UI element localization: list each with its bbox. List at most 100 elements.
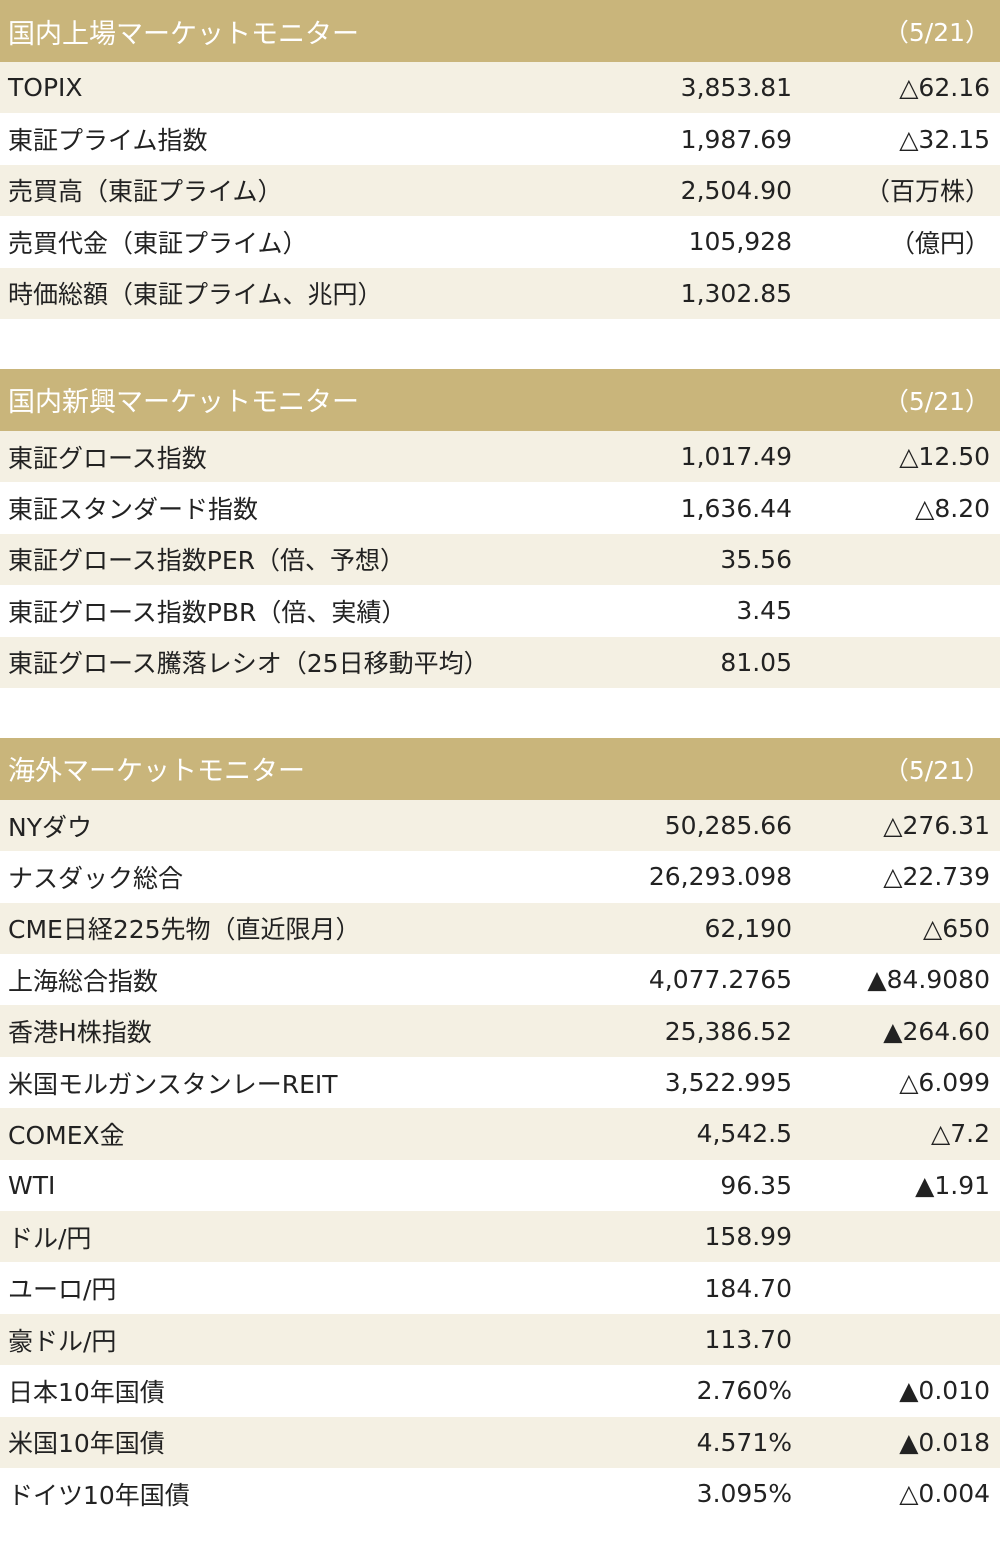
section-title: 国内新興マーケットモニター [8,387,359,419]
row-change: ▲264.60 [883,1016,990,1046]
row-label: 上海総合指数 [8,966,159,996]
section-rows: 東証グロース指数 1,017.49 △12.50 東証スタンダード指数 1,636.44… [0,430,1000,688]
table-row: 売買高（東証プライム） 2,504.90 （百万株） [0,164,1000,217]
row-value: 105,928 [688,227,792,257]
table-row: 香港H株指数 25,386.52 ▲264.60 [0,1005,1000,1057]
row-change: △8.20 [915,493,990,523]
table-row: 東証プライム指数 1,987.69 △32.15 [0,113,1000,164]
row-value: 1,987.69 [680,124,792,154]
row-value: 35.56 [720,544,792,574]
row-value: 25,386.52 [664,1016,792,1046]
row-label: 時価総額（東証プライム、兆円） [8,280,383,310]
section-title: 国内上場マーケットモニター [8,18,359,50]
row-value: 4,077.2765 [648,965,792,995]
row-label: 日本10年国債 [8,1377,165,1407]
row-label: TOPIX [8,73,83,103]
row-value: 50,285.66 [664,811,792,841]
row-label: ユーロ/円 [8,1275,117,1305]
row-change: ▲0.010 [899,1376,990,1406]
row-value: 184.70 [704,1273,792,1303]
row-change: （百万株） [864,177,990,207]
row-change: △6.099 [899,1068,990,1098]
row-change: △32.15 [899,124,990,154]
section-header: 国内上場マーケットモニター （5/21） [0,0,1000,62]
row-label: CME日経225先物（直近限月） [8,915,361,945]
section-header: 海外マーケットモニター （5/21） [0,737,1000,800]
row-label: 東証プライム指数 [8,126,208,156]
table-row: 東証スタンダード指数 1,636.44 △8.20 [0,482,1000,533]
row-change: △12.50 [899,442,990,472]
table-row: 上海総合指数 4,077.2765 ▲84.9080 [0,954,1000,1005]
row-label: 東証スタンダード指数 [8,495,259,525]
table-row: ナスダック総合 26,293.098 △22.739 [0,851,1000,902]
section-header: 国内新興マーケットモニター （5/21） [0,368,1000,431]
row-label: 売買高（東証プライム） [8,177,283,207]
row-change: △276.31 [883,811,990,841]
row-change: △7.2 [931,1119,990,1149]
table-row: 東証グロース指数PBR（倍、実績） 3.45 [0,585,1000,636]
section: 海外マーケットモニター （5/21） NYダウ 50,285.66 △276.31 ナスダ… [0,737,1000,1519]
row-value: 158.99 [704,1222,792,1252]
row-value: 113.70 [704,1325,792,1354]
section: 国内上場マーケットモニター （5/21） TOPIX 3,853.81 △62.16 東証… [0,0,1000,319]
row-value: 3,853.81 [680,73,792,103]
section-rows: TOPIX 3,853.81 △62.16 東証プライム指数 1,987.69 △32.1… [0,62,1000,319]
table-row: WTI 96.35 ▲1.91 [0,1160,1000,1211]
table-row: 日本10年国債 2.760% ▲0.010 [0,1365,1000,1416]
row-label: 米国10年国債 [8,1429,165,1459]
row-value: 4,542.5 [696,1119,792,1149]
row-label: 香港H株指数 [8,1018,152,1048]
row-label: COMEX金 [8,1120,125,1150]
section-title: 海外マーケットモニター [8,756,305,788]
table-row: 東証グロース指数 1,017.49 △12.50 [0,430,1000,483]
row-label: NYダウ [8,812,92,842]
row-value: 1,636.44 [680,493,792,523]
row-value: 3.095% [696,1479,792,1509]
section-rows: NYダウ 50,285.66 △276.31 ナスダック総合 26,293.098 △22… [0,799,1000,1519]
row-label: ナスダック総合 [8,863,184,893]
row-value: 4.571% [696,1427,792,1457]
row-change: △650 [923,913,990,943]
table-row: ドル/円 158.99 [0,1211,1000,1263]
row-value: 2,504.90 [680,175,792,205]
row-value: 96.35 [720,1170,792,1200]
table-row: 時価総額（東証プライム、兆円） 1,302.85 [0,267,1000,319]
table-row: COMEX金 4,542.5 △7.2 [0,1108,1000,1160]
row-label: 東証グロース騰落レシオ（25日移動平均） [8,649,489,679]
row-change: ▲84.9080 [867,965,990,995]
table-row: ユーロ/円 184.70 [0,1262,1000,1313]
row-label: ドイツ10年国債 [8,1480,190,1510]
row-label: 豪ドル/円 [8,1326,117,1356]
row-value: 26,293.098 [648,862,792,892]
row-value: 81.05 [720,647,792,677]
table-row: 東証グロース騰落レシオ（25日移動平均） 81.05 [0,636,1000,688]
table-row: CME日経225先物（直近限月） 62,190 △650 [0,902,1000,955]
section-date: （5/21） [883,755,990,785]
section-date: （5/21） [883,386,990,416]
table-row: NYダウ 50,285.66 △276.31 [0,799,1000,852]
row-label: 米国モルガンスタンレーREIT [8,1069,338,1099]
row-change: ▲0.018 [899,1427,990,1457]
row-label: 東証グロース指数PBR（倍、実績） [8,597,407,627]
row-label: WTI [8,1170,56,1200]
row-label: 東証グロース指数 [8,443,207,473]
row-value: 62,190 [704,913,792,943]
table-row: 米国10年国債 4.571% ▲0.018 [0,1416,1000,1468]
row-change: （億円） [889,228,990,258]
section-date: （5/21） [883,18,990,47]
row-value: 1,017.49 [680,442,792,472]
table-row: 東証グロース指数PER（倍、予想） 35.56 [0,533,1000,586]
row-change: △22.739 [883,862,990,892]
row-change: △0.004 [899,1479,990,1509]
row-value: 3.45 [736,596,792,626]
row-change: △62.16 [899,73,990,103]
row-label: ドル/円 [8,1223,92,1253]
section: 国内新興マーケットモニター （5/21） 東証グロース指数 1,017.49 △12.5… [0,368,1000,688]
row-value: 1,302.85 [680,278,792,308]
table-row: 米国モルガンスタンレーREIT 3,522.995 △6.099 [0,1057,1000,1108]
table-row: TOPIX 3,853.81 △62.16 [0,62,1000,114]
row-change: ▲1.91 [915,1170,990,1200]
